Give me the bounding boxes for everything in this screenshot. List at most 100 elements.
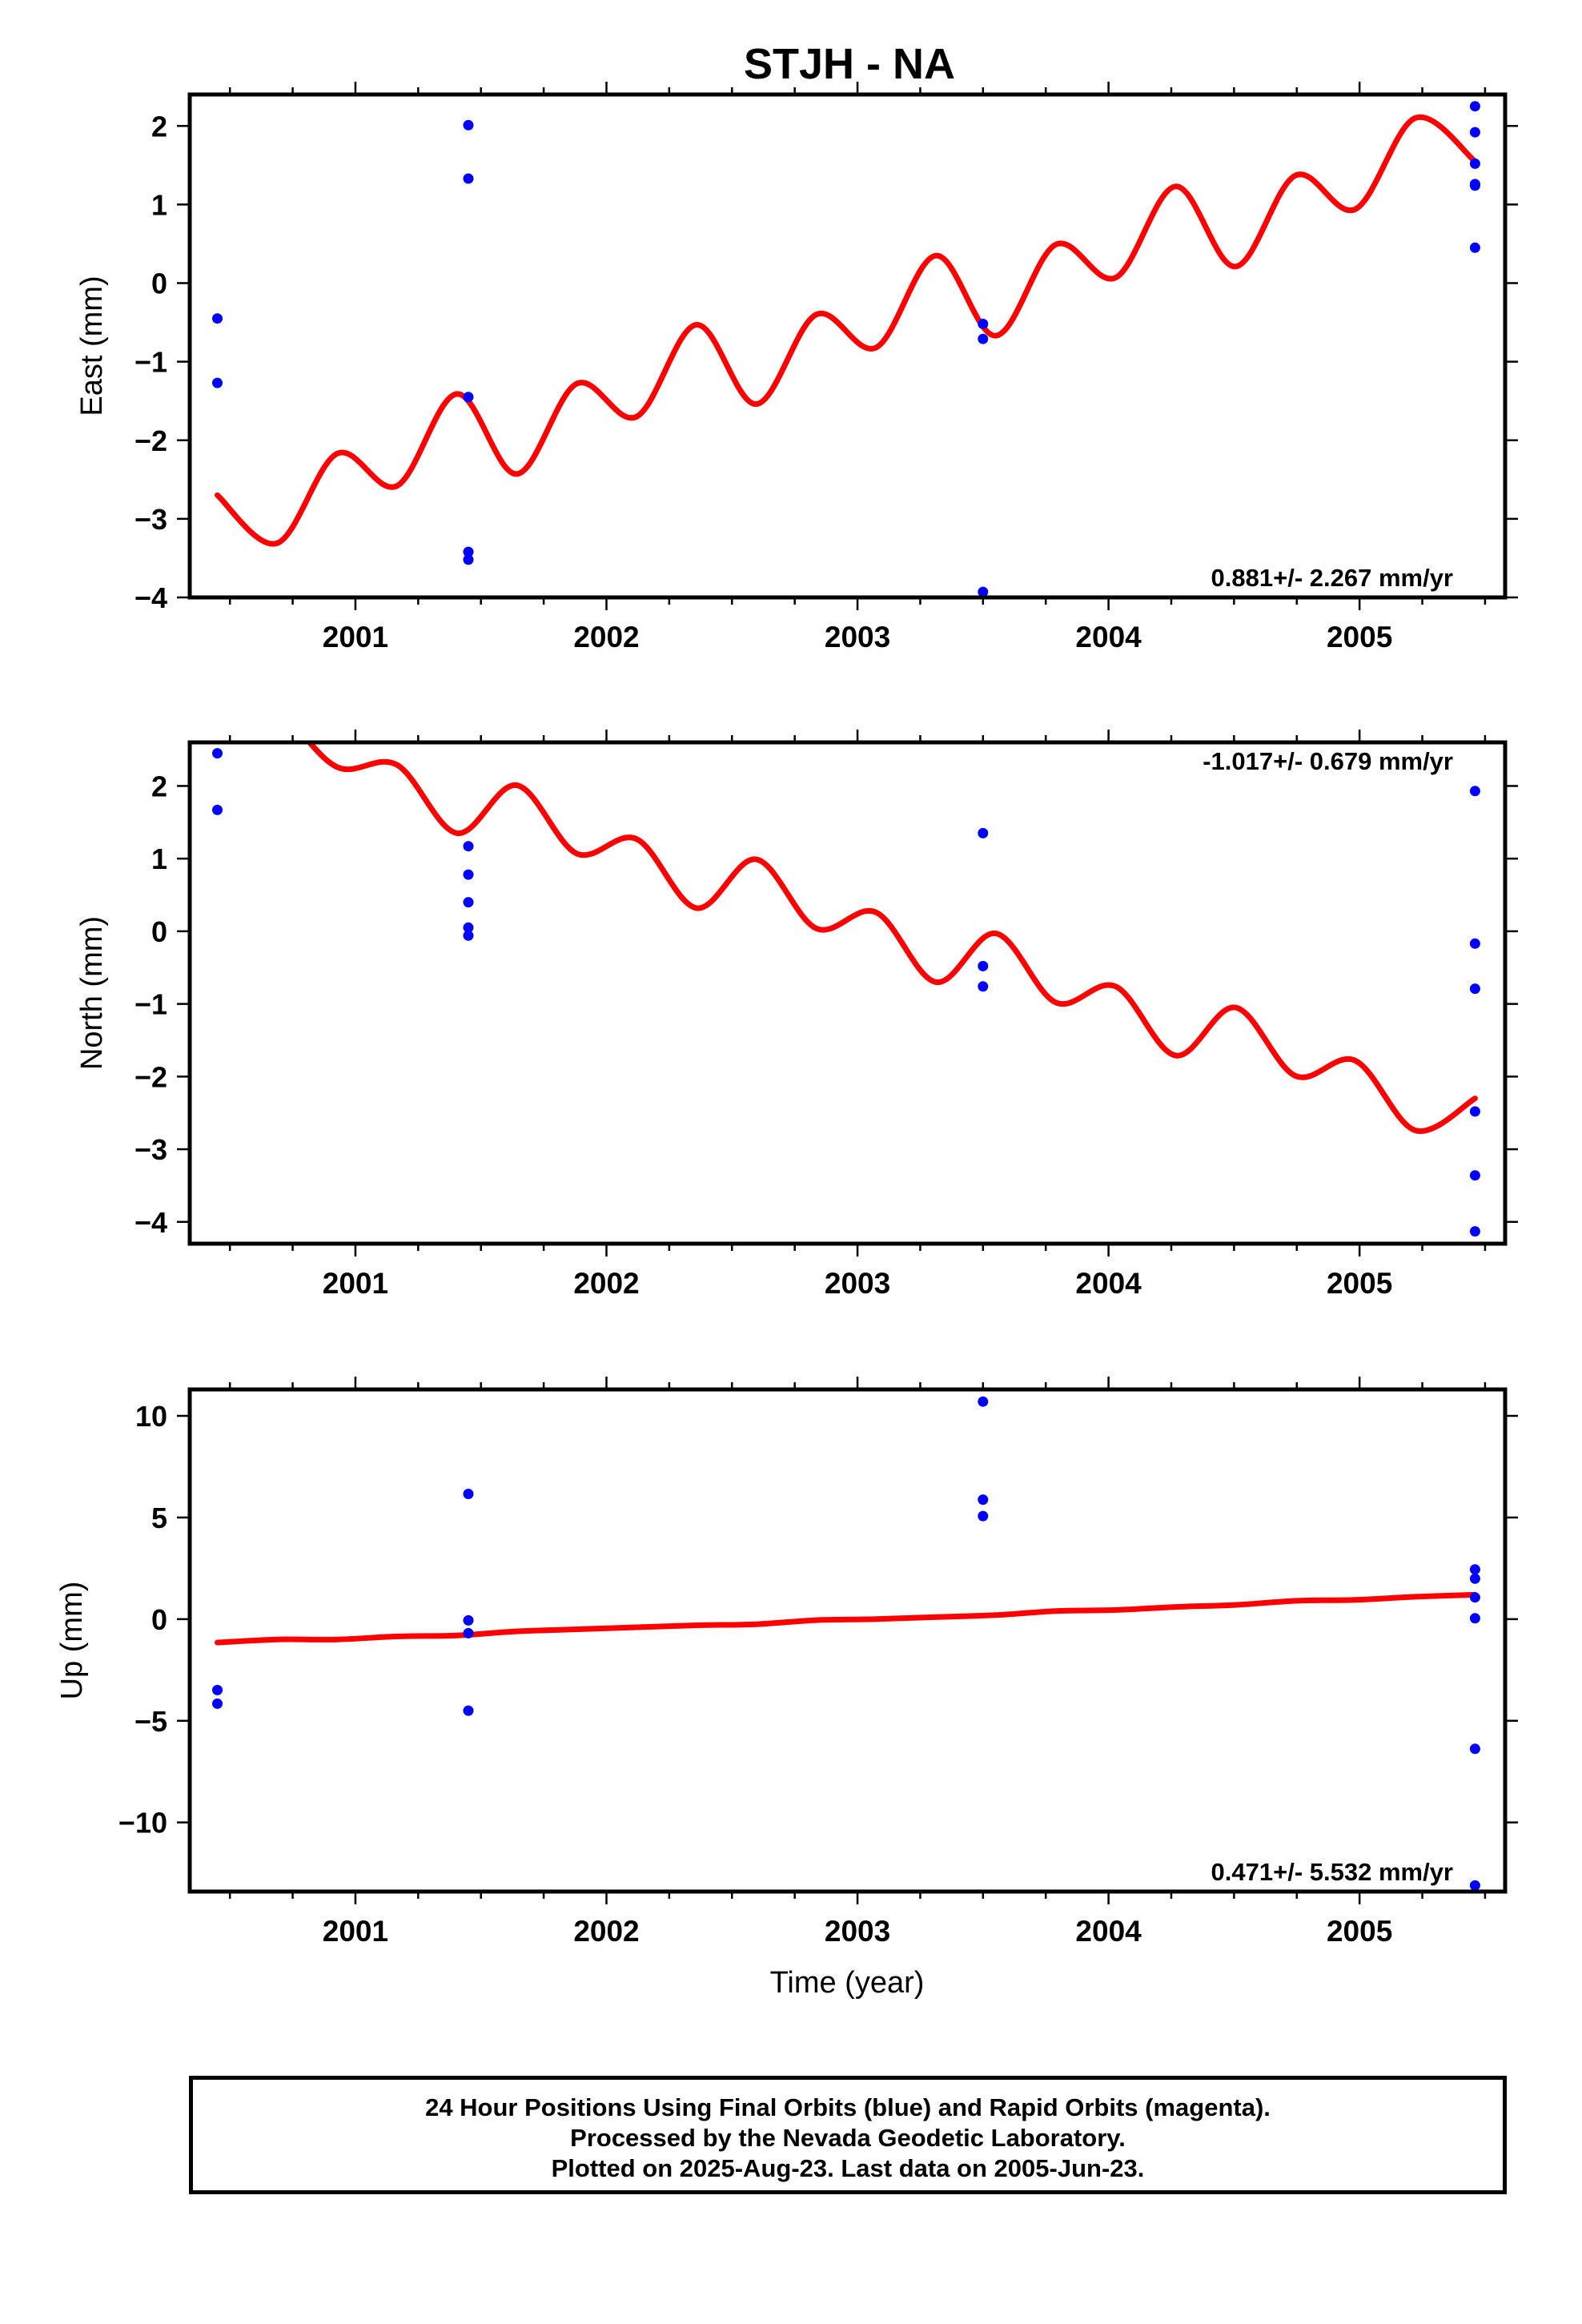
chart-title: STJH - NA: [744, 40, 955, 88]
east-data-point: [978, 586, 989, 597]
north-data-point: [978, 960, 989, 971]
east-ytick-label: 2: [151, 110, 167, 143]
up-data-point: [212, 1698, 223, 1709]
north-data-point: [1469, 1170, 1480, 1181]
north-data-point: [1469, 786, 1480, 797]
up-ytick-label: 10: [135, 1400, 167, 1433]
up-rate-label: 0.471+/- 5.532 mm/yr: [1211, 1858, 1453, 1886]
north-data-point: [978, 981, 989, 992]
east-data-point: [978, 333, 989, 344]
north-data-point: [463, 930, 474, 941]
east-ytick-label: −4: [135, 581, 167, 614]
north-data-point: [212, 748, 223, 759]
north-xtick-label: 2004: [1075, 1267, 1142, 1300]
east-xtick-label: 2005: [1327, 621, 1392, 653]
footer-box: 24 Hour Positions Using Final Orbits (bl…: [189, 2076, 1507, 2194]
up-xtick-label: 2004: [1075, 1915, 1142, 1948]
up-xtick-label: 2002: [573, 1915, 639, 1948]
east-ytick-label: 1: [151, 188, 167, 221]
north-data-point: [463, 869, 474, 880]
up-data-point: [463, 1489, 474, 1499]
east-y-axis-label: East (mm): [75, 275, 109, 416]
east-data-point: [463, 554, 474, 565]
up-y-axis-label: Up (mm): [55, 1582, 89, 1700]
north-data-point: [463, 841, 474, 852]
east-rate-label: 0.881+/- 2.267 mm/yr: [1211, 564, 1453, 592]
up-model-curve: [215, 1591, 1478, 1646]
north-ytick-label: 1: [151, 842, 167, 875]
north-panel: 2001 2002 2003 2004 2005 −4 −3 −2 −1 0 1 2 North (mm…: [75, 730, 1518, 1300]
x-axis-label: Time (year): [770, 1966, 925, 2000]
north-plot-frame: [187, 740, 1508, 1246]
up-data-point: [1469, 1564, 1480, 1575]
up-xtick-label: 2005: [1327, 1915, 1392, 1948]
up-ytick-label: 5: [151, 1502, 167, 1534]
east-data-point: [463, 546, 474, 557]
up-ytick-label: 0: [151, 1603, 167, 1636]
north-model-curve: [306, 742, 1478, 1134]
up-data-point: [1469, 1592, 1480, 1603]
north-data-point: [463, 922, 474, 933]
up-data-point: [212, 1684, 223, 1695]
north-xtick-label: 2002: [573, 1267, 639, 1300]
footer-line-3: Plotted on 2025-Aug-23. Last data on 200…: [551, 2154, 1145, 2182]
east-ytick-label: 0: [151, 267, 167, 300]
up-data-point: [1469, 1613, 1480, 1624]
up-plot-frame: [187, 1387, 1508, 1894]
east-xtick-label: 2002: [573, 621, 639, 653]
up-ytick-label: −10: [118, 1807, 167, 1839]
up-xtick-label: 2003: [825, 1915, 890, 1948]
north-xtick-label: 2005: [1327, 1267, 1392, 1300]
east-data-point: [212, 313, 223, 324]
east-xtick-label: 2003: [825, 621, 890, 653]
up-ytick-label: −5: [135, 1705, 167, 1738]
east-data-point: [1469, 180, 1480, 191]
up-data-point: [463, 1614, 474, 1626]
north-data-point: [463, 897, 474, 908]
east-data-point: [978, 319, 989, 329]
up-data-point: [1469, 1573, 1480, 1584]
up-data-point: [463, 1627, 474, 1638]
north-rate-label: -1.017+/- 0.679 mm/yr: [1203, 747, 1453, 775]
north-xtick-label: 2003: [825, 1267, 890, 1300]
east-plot-frame: [187, 92, 1508, 600]
north-y-axis-label: North (mm): [75, 916, 109, 1070]
east-data-point: [463, 173, 474, 184]
up-data-point: [978, 1494, 989, 1506]
east-panel: 2001 2002 2003 2004 2005 −4 −3 −2 −1 0 1 2 East (mm)…: [75, 82, 1518, 653]
east-model-curve: [215, 114, 1478, 547]
north-data-point: [1469, 983, 1480, 995]
north-ytick-label: −3: [135, 1133, 167, 1166]
north-xtick-label: 2001: [323, 1267, 388, 1300]
east-ytick-label: −2: [135, 424, 167, 457]
east-xtick-label: 2001: [323, 621, 388, 653]
up-data-point: [1469, 1743, 1480, 1755]
up-xtick-label: 2001: [323, 1915, 388, 1948]
east-data-point: [463, 119, 474, 131]
up-data-point: [978, 1396, 989, 1407]
north-ytick-label: 2: [151, 770, 167, 802]
north-data-point: [1469, 938, 1480, 949]
footer-line-2: Processed by the Nevada Geodetic Laborat…: [570, 2124, 1126, 2152]
north-ytick-label: −1: [135, 988, 167, 1021]
east-data-point: [463, 392, 474, 403]
north-data-point: [212, 804, 223, 815]
up-panel: 2001 2002 2003 2004 2005 −10 −5 0 5 10 Up (mm) 0.47…: [55, 1377, 1518, 1948]
north-ytick-label: −4: [135, 1206, 167, 1239]
north-ytick-label: 0: [151, 915, 167, 948]
east-xtick-label: 2004: [1075, 621, 1142, 653]
north-data-point: [1469, 1106, 1480, 1117]
footer-line-1: 24 Hour Positions Using Final Orbits (bl…: [425, 2093, 1271, 2121]
north-data-point: [1469, 1226, 1480, 1237]
up-data-point: [978, 1510, 989, 1522]
north-data-point: [978, 827, 989, 838]
east-data-point: [1469, 127, 1480, 138]
east-data-point: [1469, 242, 1480, 253]
east-data-point: [212, 377, 223, 388]
east-ytick-label: −3: [135, 503, 167, 536]
north-ytick-label: −2: [135, 1060, 167, 1093]
east-data-point: [1469, 101, 1480, 112]
east-data-point: [1469, 158, 1480, 169]
up-data-point: [463, 1705, 474, 1716]
